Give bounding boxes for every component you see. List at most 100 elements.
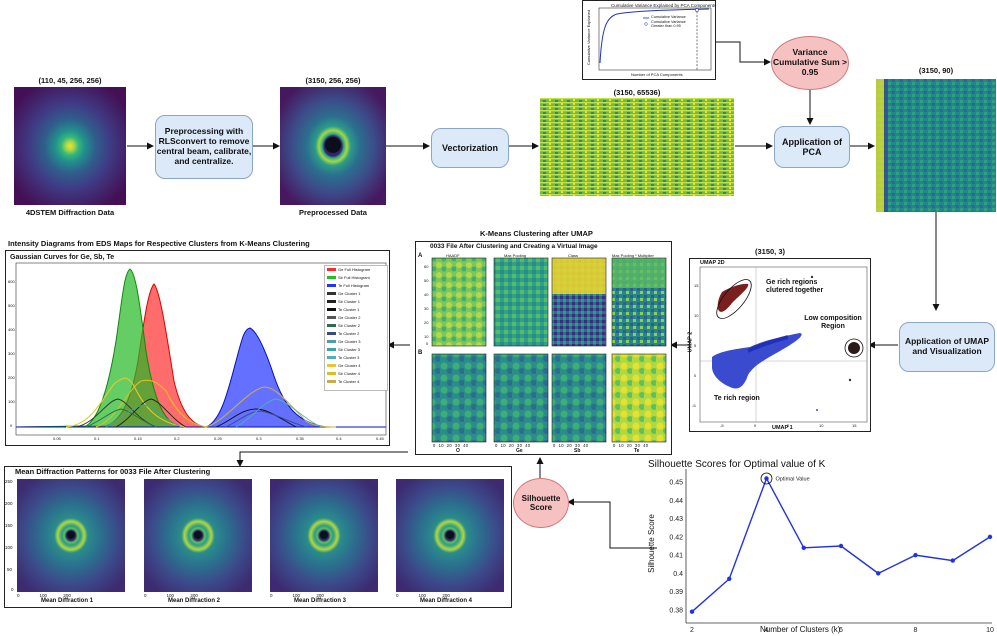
silhouette-data-point xyxy=(689,609,695,614)
eds-legend-item: Te Cluster 3 xyxy=(327,355,359,360)
md-xtick-1: 0 100 200 xyxy=(17,593,71,598)
eds-ytick-0: 600 xyxy=(8,279,15,284)
kmeans-row-b: B xyxy=(418,350,423,356)
eds-legend-label: Sb Cluster 1 xyxy=(338,299,361,304)
kmeans-ytick-20: 20 xyxy=(424,320,429,325)
silhouette-data-point xyxy=(727,576,732,582)
silhouette-xlabel: Number of Clusters (k) xyxy=(760,625,841,634)
eds-legend-item: Sb Cluster 4 xyxy=(327,371,360,376)
silhouette-plot-area: 0.38 0.39 0.4 0.41 0.42 0.43 0.44 0.45 2 4 6 8 10 Opt… xyxy=(669,469,994,634)
eds-ytick-5: 100 xyxy=(8,399,15,404)
silhouette-ytick-label: 0.39 xyxy=(669,589,683,596)
silhouette-xtick-label: 10 xyxy=(986,627,994,634)
silhouette-data-point xyxy=(987,534,993,540)
input-caption: 4DSTEM Diffraction Data xyxy=(25,208,115,217)
silhouette-ytick-label: 0.45 xyxy=(669,480,683,487)
eds-legend-item: Te Cluster 4 xyxy=(327,379,359,384)
variance-circle: Variance Cumulative Sum > 0.95 xyxy=(771,36,849,90)
eds-legend-item: Sb Cluster 1 xyxy=(327,299,360,304)
kmeans-a-header-3: Class xyxy=(568,253,579,258)
kmeans-panel-title: 0033 File After Clustering and Creating … xyxy=(430,243,598,250)
eds-gaussian-panel: Gaussian Curves for Ge, Sb, Te 600 500 4… xyxy=(5,250,390,446)
eds-legend-label: Sb Cluster 4 xyxy=(338,371,361,376)
eds-legend-swatch xyxy=(327,332,336,335)
umap-xlabel: UMAP 1 xyxy=(772,425,793,431)
eds-xtick-5: 0.3 xyxy=(256,436,262,441)
eds-legend-label: Te Full Histogram xyxy=(338,283,370,288)
umap-xtick-15: 15 xyxy=(852,423,857,428)
kmeans-ytick-50: 50 xyxy=(424,278,429,283)
kmeans-b-label-te: Te xyxy=(634,448,640,454)
kmeans-b-label-ge: Ge xyxy=(516,448,523,454)
umap-ytick-5: 5 xyxy=(694,343,697,348)
kmeans-a-header-4: Max Pooling * Multiplier xyxy=(612,253,654,258)
eds-legend-label: Te Cluster 3 xyxy=(338,355,360,360)
kmeans-b-label-o: O xyxy=(456,448,460,454)
eds-legend-item: Sb Full Histogram xyxy=(327,275,370,280)
eds-legend-label: Sb Cluster 3 xyxy=(338,347,361,352)
silhouette-ylabel: Silhouette Score xyxy=(646,514,656,573)
umap-ytick-0: 0 xyxy=(694,373,697,378)
eds-xtick-7: 0.4 xyxy=(336,436,342,441)
umap-xtick-10: 10 xyxy=(819,423,824,428)
vector-dims: (3150, 65536) xyxy=(613,88,661,97)
md-ytick-150: 150 xyxy=(5,523,13,528)
kmeans-a-header-1: HAADF xyxy=(446,253,460,258)
eds-legend-label: Te Cluster 1 xyxy=(338,307,360,312)
mean-diffraction-images xyxy=(17,479,504,592)
eds-legend-label: Ge Full Histogram xyxy=(338,267,371,272)
kmeans-maps xyxy=(431,257,667,443)
md-ytick-0: 0 xyxy=(11,587,14,592)
eds-ytick-1: 500 xyxy=(8,303,15,308)
eds-legend-label: Sb Full Histogram xyxy=(338,275,370,280)
mean-diffraction-4-label: Mean Diffraction 4 xyxy=(420,598,473,604)
eds-xtick-6: 0.35 xyxy=(296,436,304,441)
silhouette-ytick-label: 0.43 xyxy=(669,516,683,523)
pca-dims: (3150, 90) xyxy=(918,66,954,75)
silhouette-circle: Silhouette Score xyxy=(513,478,569,528)
umap-annotation-ge: Ge rich regions clutered together xyxy=(766,279,824,294)
silhouette-data-point xyxy=(950,558,955,563)
md-xtick-4: 0 100 200 xyxy=(396,593,450,598)
umap-box: Application of UMAP and Visualization xyxy=(899,322,995,372)
eds-legend-label: Te Cluster 2 xyxy=(338,331,360,336)
umap-annotation-te: Te rich region xyxy=(714,395,760,402)
pca-legend-2: Cumulative Variance Greater than 0.95 xyxy=(651,20,686,28)
kmeans-row-a: A xyxy=(418,253,423,259)
mean-diffraction-title: Mean Diffraction Patterns for 0033 File … xyxy=(15,467,211,476)
eds-xtick-1: 0.1 xyxy=(94,436,100,441)
eds-legend-swatch xyxy=(327,364,336,367)
pca-ylabel: Cumulative Variance Explained xyxy=(586,9,592,66)
eds-legend-item: Ge Cluster 2 xyxy=(327,315,360,320)
eds-legend-item: Ge Cluster 1 xyxy=(327,291,360,296)
pca-variance-plot: Cumulative Variance Explained by PCA Com… xyxy=(582,0,716,80)
md-ytick-250: 250 xyxy=(5,479,13,484)
pca-plot-title: Cumulative Variance Explained by PCA Com… xyxy=(611,3,717,8)
silhouette-data-point xyxy=(764,476,769,481)
silhouette-xtick-label: 2 xyxy=(690,627,694,634)
kmeans-xticks-4: 0 10 20 30 40 xyxy=(613,443,649,448)
preprocess-box: Preprocessing with RLSconvert to remove … xyxy=(155,115,253,179)
silhouette-optimal-annotation: Optimal Value xyxy=(776,476,810,482)
pca-box: Application of PCA xyxy=(774,126,850,168)
eds-legend-swatch xyxy=(327,284,336,287)
eds-ytick-4: 200 xyxy=(8,375,15,380)
silhouette-data-point xyxy=(801,545,806,551)
kmeans-ytick-60: 60 xyxy=(424,264,429,269)
eds-legend-item: Ge Cluster 3 xyxy=(327,339,360,344)
kmeans-ytick-40: 40 xyxy=(424,292,429,297)
silhouette-data-point xyxy=(913,552,918,558)
preprocessed-dims: (3150, 256, 256) xyxy=(305,76,361,85)
md-ytick-100: 100 xyxy=(5,545,13,550)
eds-ytick-2: 400 xyxy=(8,327,15,332)
vectorized-data-image xyxy=(540,98,734,196)
kmeans-panel: 0033 File After Clustering and Creating … xyxy=(415,241,672,455)
silhouette-xtick-label: 4 xyxy=(765,627,769,634)
eds-legend-swatch xyxy=(327,292,336,295)
umap-xtick-0: 0 xyxy=(754,423,757,428)
silhouette-xtick-label: 6 xyxy=(839,627,843,634)
mean-diffraction-3-label: Mean Diffraction 3 xyxy=(294,598,347,604)
eds-panel-title: Gaussian Curves for Ge, Sb, Te xyxy=(10,254,115,261)
input-diffraction-image xyxy=(14,87,126,205)
eds-legend-item: Sb Cluster 2 xyxy=(327,323,360,328)
